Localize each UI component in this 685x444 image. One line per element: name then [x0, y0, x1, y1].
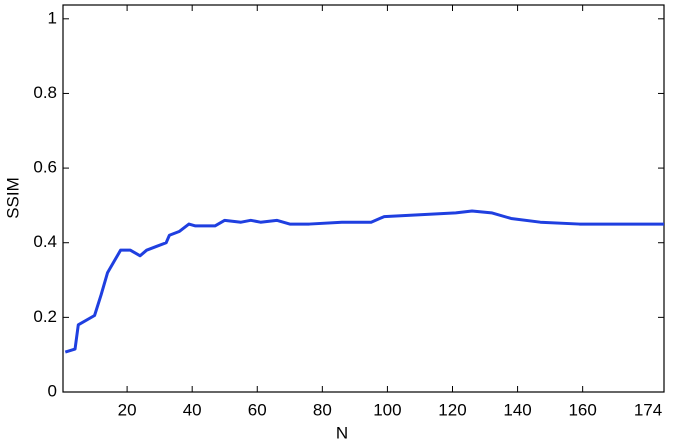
x-tick-label: 20	[118, 400, 137, 419]
y-tick-label: 1	[48, 8, 57, 27]
x-tick-label: 120	[438, 400, 466, 419]
y-tick-label: 0	[48, 381, 57, 400]
x-tick-label: 60	[248, 400, 267, 419]
x-axis-label: N	[336, 423, 348, 442]
data-line	[64, 209, 664, 354]
y-tick-label: 0.4	[33, 232, 57, 251]
x-tick-label: 100	[373, 400, 401, 419]
y-tick-label: 0.2	[33, 307, 57, 326]
x-tick-label: 140	[503, 400, 531, 419]
y-tick-label: 0.8	[33, 83, 57, 102]
x-tick-label: 40	[183, 400, 202, 419]
x-tick-label: 80	[313, 400, 332, 419]
x-tick-label: 174	[634, 400, 662, 419]
y-axis-label: SSIM	[3, 177, 22, 219]
y-tick-label: 0.6	[33, 158, 57, 177]
x-tick-label: 160	[568, 400, 596, 419]
plot-frame	[62, 4, 665, 393]
